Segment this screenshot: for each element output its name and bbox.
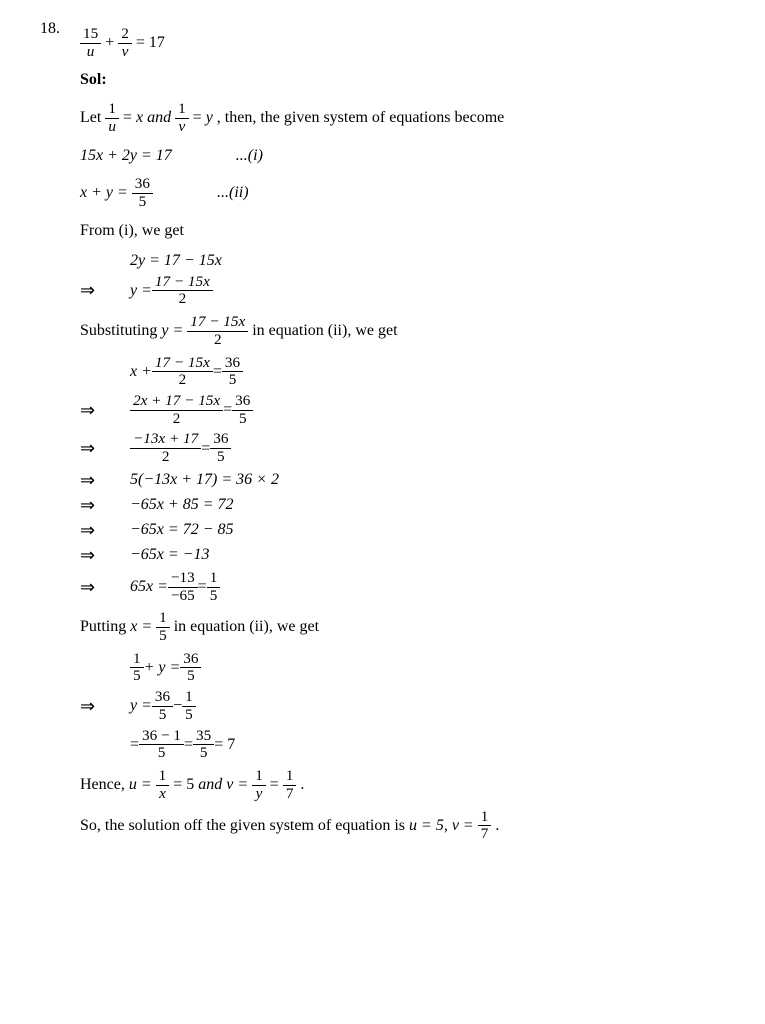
step-9: ⇒ −65x = −13: [80, 545, 725, 566]
let-statement: Let 1u = x and 1v = y , then, the given …: [80, 101, 725, 135]
putting-text: Putting x = 15 in equation (ii), we get: [80, 610, 725, 644]
equation-i: 15x + 2y = 17 ...(i): [80, 142, 725, 171]
problem-content: 15u + 2v = 17 Sol: Let 1u = x and 1v = y…: [80, 20, 725, 849]
put-step-2: ⇒ y = 365 − 15: [80, 689, 725, 723]
from-i-text: From (i), we get: [80, 217, 725, 246]
step-10: ⇒ 65x = −13−65 = 15: [80, 570, 725, 604]
step-5: ⇒ −13x + 172 = 365: [80, 431, 725, 465]
step-8: ⇒ −65x = 72 − 85: [80, 520, 725, 541]
step-2: ⇒ y = 17 − 15x2: [80, 274, 725, 308]
solution-label: Sol:: [80, 66, 725, 95]
hence-text: Hence, u = 1x = 5 and v = 1y = 17 .: [80, 768, 725, 802]
equation-ii: x + y = 365 ...(ii): [80, 176, 725, 210]
step-7: ⇒ −65x + 85 = 72: [80, 495, 725, 516]
problem-number: 18.: [40, 20, 65, 38]
problem-container: 18. 15u + 2v = 17 Sol: Let 1u = x and 1v…: [40, 20, 725, 849]
final-answer: So, the solution off the given system of…: [80, 809, 725, 843]
step-4: ⇒ 2x + 17 − 15x2 = 365: [80, 393, 725, 427]
put-step-1: 15 + y = 365: [80, 651, 725, 685]
problem-statement: 15u + 2v = 17: [80, 26, 725, 60]
substituting-text: Substituting y = 17 − 15x2 in equation (…: [80, 314, 725, 348]
step-3: x + 17 − 15x2 = 365: [80, 355, 725, 389]
step-1: 2y = 17 − 15x: [80, 252, 725, 270]
put-step-3: = 36 − 15 = 355 = 7: [80, 728, 725, 762]
step-6: ⇒ 5(−13x + 17) = 36 × 2: [80, 470, 725, 491]
